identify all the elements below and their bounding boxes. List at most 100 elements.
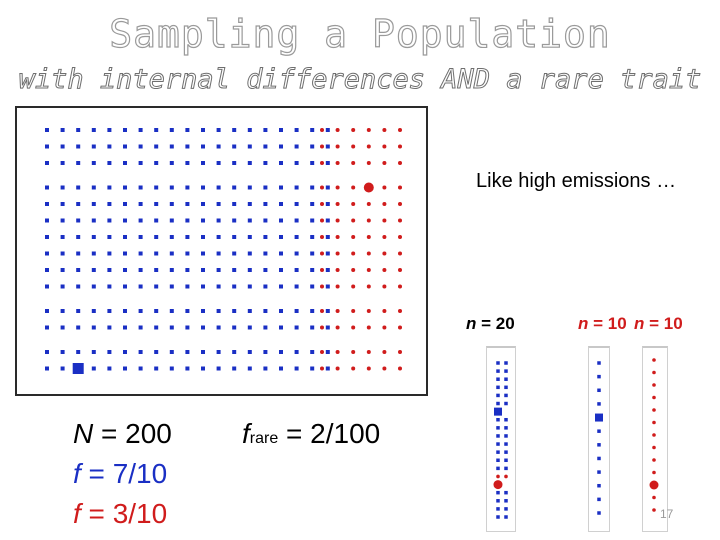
sample-n10b-red-dot bbox=[652, 420, 656, 425]
blue-dot bbox=[91, 185, 96, 190]
sample-n20-blue-dot bbox=[504, 434, 508, 438]
sample-n20-blue-dot bbox=[504, 466, 508, 471]
blue-dot bbox=[263, 284, 268, 289]
blue-dot bbox=[76, 309, 81, 313]
blue-dot bbox=[310, 350, 315, 354]
blue-dot bbox=[263, 350, 268, 354]
sample-column-n20 bbox=[486, 346, 516, 532]
blue-dot bbox=[294, 366, 299, 371]
blue-dot bbox=[154, 202, 159, 206]
blue-dot bbox=[232, 268, 237, 272]
blue-dot bbox=[60, 284, 65, 289]
blue-dot bbox=[91, 309, 96, 313]
blue-dot bbox=[107, 284, 112, 289]
red-dot bbox=[382, 144, 387, 149]
blue-dot bbox=[185, 309, 190, 313]
var-f: f bbox=[242, 418, 250, 449]
red-dot bbox=[351, 251, 356, 256]
blue-dot bbox=[294, 251, 299, 256]
blue-dot bbox=[232, 144, 237, 149]
blue-dot bbox=[60, 161, 65, 165]
blue-dot bbox=[201, 350, 205, 354]
sample-n10a-blue-dot bbox=[597, 388, 601, 393]
blue-dot bbox=[76, 128, 81, 132]
blue-dot bbox=[279, 144, 283, 149]
blue-dot bbox=[107, 128, 112, 132]
slide-subtitle: with internal differences AND a rare tra… bbox=[18, 64, 702, 96]
red-dot bbox=[366, 366, 371, 371]
blue-dot bbox=[123, 218, 127, 223]
red-dot bbox=[320, 366, 324, 371]
red-dot bbox=[398, 202, 402, 206]
sample-n10b-red-dot bbox=[652, 383, 656, 387]
blue-dot bbox=[154, 161, 159, 165]
blue-dot bbox=[279, 218, 283, 223]
blue-dot bbox=[123, 144, 127, 149]
red-dot bbox=[320, 128, 324, 132]
blue-dot bbox=[185, 251, 190, 256]
sample-n20-blue-dot bbox=[496, 507, 500, 511]
sample-n20-blue-dot bbox=[504, 385, 508, 390]
blue-dot bbox=[310, 235, 315, 239]
sample-n10a-blue-dot bbox=[597, 456, 601, 461]
blue-dot bbox=[247, 325, 252, 330]
sample-n10a-blue-dot bbox=[597, 483, 601, 488]
red-dot bbox=[351, 235, 356, 239]
blue-dot bbox=[310, 366, 315, 371]
sample-n10b-red-dot bbox=[652, 395, 656, 400]
red-dot bbox=[366, 325, 371, 330]
blue-dot bbox=[60, 268, 65, 272]
blue-dot bbox=[91, 284, 96, 289]
sample-n20-blue-dot bbox=[504, 361, 508, 365]
subscript-rare: rare bbox=[249, 430, 279, 447]
blue-dot bbox=[263, 268, 268, 272]
sample-n20-blue-dot bbox=[496, 426, 500, 430]
rare-fraction-label: frare = 2/100 bbox=[242, 418, 380, 450]
population-size-label: N = 200 bbox=[73, 418, 172, 450]
red-dot bbox=[366, 161, 371, 165]
blue-dot bbox=[247, 218, 252, 223]
blue-dot bbox=[232, 218, 237, 223]
sample-size-label-10-b: n = 10 bbox=[634, 314, 683, 334]
red-dot bbox=[351, 202, 356, 206]
value-text: = 200 bbox=[93, 418, 172, 449]
blue-dot bbox=[169, 284, 174, 289]
note-text: Like high emissions … bbox=[476, 170, 677, 192]
sample-column-n10-blue bbox=[588, 346, 610, 532]
blue-dot bbox=[138, 268, 143, 272]
blue-dot bbox=[247, 128, 252, 132]
red-dot bbox=[351, 325, 356, 330]
blue-dot bbox=[201, 161, 205, 165]
blue-dot bbox=[169, 268, 174, 272]
blue-dot bbox=[263, 251, 268, 256]
blue-dot bbox=[169, 202, 174, 206]
blue-dot bbox=[263, 128, 268, 132]
blue-dot bbox=[279, 325, 283, 330]
blue-dot bbox=[294, 185, 299, 190]
blue-dot bbox=[263, 309, 268, 313]
rare-blue-marker bbox=[72, 363, 84, 374]
blue-dot bbox=[169, 218, 174, 223]
blue-dot bbox=[216, 268, 221, 272]
blue-dot bbox=[169, 161, 174, 165]
blue-dot bbox=[216, 202, 221, 206]
value-text: = 2/100 bbox=[278, 418, 381, 449]
var-f: f bbox=[73, 458, 81, 489]
blue-dot bbox=[247, 309, 252, 313]
blue-dot bbox=[247, 284, 252, 289]
blue-dot bbox=[107, 144, 112, 149]
blue-dot bbox=[279, 268, 283, 272]
blue-dot bbox=[154, 144, 159, 149]
slide-title: Sampling a Population bbox=[109, 11, 611, 56]
red-dot bbox=[382, 235, 387, 239]
blue-dot bbox=[76, 202, 81, 206]
red-dot bbox=[382, 284, 387, 289]
blue-dot bbox=[310, 309, 315, 313]
blue-dot bbox=[91, 218, 96, 223]
red-dot bbox=[398, 366, 402, 371]
red-dot bbox=[382, 309, 387, 313]
sample-n20-blue-dot bbox=[496, 377, 500, 381]
blue-dot bbox=[232, 185, 237, 190]
var-f: f bbox=[73, 498, 81, 529]
blue-dot bbox=[107, 235, 112, 239]
